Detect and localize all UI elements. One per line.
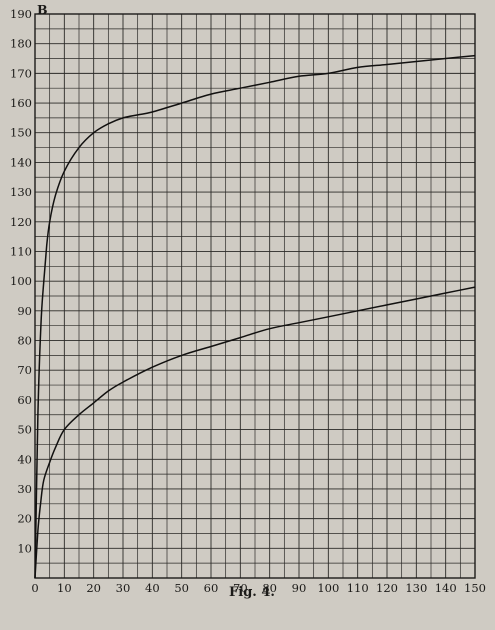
x-tick-label: 10	[57, 581, 72, 595]
y-tick-label: 180	[10, 37, 32, 51]
y-tick-label: 130	[10, 185, 32, 199]
series-line-2	[34, 286, 476, 579]
y-tick-label: 150	[10, 126, 32, 140]
x-tick-label: 50	[174, 581, 189, 595]
tick-labels: 0 10 20 30 40 50 60 70 80 90 100 110 120 130 140 150 10 2…	[10, 7, 486, 595]
y-tick-label: 190	[10, 7, 32, 21]
y-tick-label: 160	[10, 96, 32, 110]
series-lines	[34, 54, 476, 579]
x-tick-label: 110	[347, 581, 369, 595]
y-tick-label: 90	[17, 304, 32, 318]
x-tick-label: 30	[116, 581, 131, 595]
y-tick-label: 100	[10, 274, 32, 288]
y-tick-label: 30	[17, 482, 32, 496]
y-tick-label: 10	[17, 541, 32, 555]
x-tick-label: 120	[376, 581, 398, 595]
y-tick-label: 120	[10, 215, 32, 229]
plot-frame	[34, 13, 476, 579]
x-tick-label: 140	[435, 581, 457, 595]
x-tick-label: 20	[86, 581, 101, 595]
x-tick-label: 40	[145, 581, 160, 595]
y-tick-label: 40	[17, 452, 32, 466]
figure-caption: Fig. 4.	[229, 585, 275, 600]
x-tick-label: 60	[204, 581, 219, 595]
x-tick-label: 0	[31, 581, 38, 595]
y-tick-label: 50	[17, 423, 32, 437]
y-tick-label: 70	[17, 363, 32, 377]
y-tick-label: 60	[17, 393, 32, 407]
y-tick-label: 140	[10, 155, 32, 169]
x-tick-label: 130	[405, 581, 427, 595]
y-axis-label: B	[37, 2, 48, 17]
y-tick-label: 80	[17, 334, 32, 348]
x-tick-label: 100	[317, 581, 339, 595]
x-tick-label: 150	[464, 581, 486, 595]
x-tick-label: 90	[292, 581, 307, 595]
series-line-1	[34, 54, 476, 579]
x-tick-label: 80	[262, 581, 277, 595]
y-tick-label: 170	[10, 66, 32, 80]
grid	[34, 13, 476, 579]
x-tick-label: 70	[233, 581, 248, 595]
y-tick-label: 110	[10, 244, 32, 258]
y-tick-label: 20	[17, 512, 32, 526]
